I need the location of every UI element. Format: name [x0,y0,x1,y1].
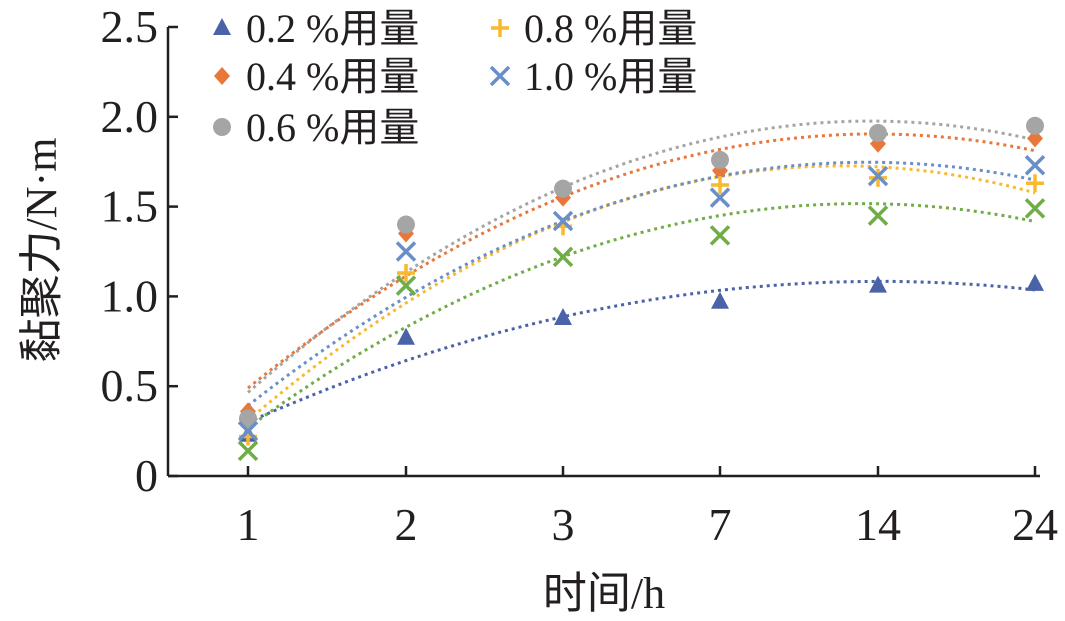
data-point [867,165,889,187]
trendline-2 [247,119,1036,394]
data-point [1024,198,1046,219]
x-tick-label: 2 [395,499,418,550]
x-tick-label: 24 [1012,499,1058,550]
y-tick-label: 1.0 [101,270,159,321]
legend-label: 0.2 %用量 [246,6,419,51]
data-point [552,210,574,232]
y-tick-label: 0 [135,450,158,501]
data-point [711,150,729,169]
legend-label: 0.6 %用量 [246,105,419,150]
y-tick-label: 0.5 [101,360,159,411]
data-point [867,205,889,226]
trendline-0 [247,279,1036,424]
data-point [397,327,415,345]
data-point [711,291,729,309]
data-point [1026,174,1044,193]
y-tick-label: 1.5 [101,181,159,232]
x-tick-label: 1 [237,499,260,550]
x-axis-label: 时间/h [543,569,665,618]
data-point [1027,129,1043,148]
legend-marker [489,65,511,87]
x-tick-label: 7 [709,499,732,550]
data-points [237,116,1046,462]
trendline-4 [247,160,1036,407]
data-point [709,225,731,246]
trendlines [247,119,1036,430]
y-tick-label: 2.0 [101,91,159,142]
y-tick-marks [168,25,1037,478]
y-tick-labels: 0 0.5 1.0 1.5 2.0 2.5 [101,1,159,501]
legend-marker [491,19,509,37]
legend-label: 0.4 %用量 [246,54,419,99]
data-point [237,420,259,442]
trendline-1 [247,132,1036,390]
data-point [709,187,731,208]
trendline-5 [247,202,1036,430]
data-point [554,179,572,198]
legend-marker [213,118,231,136]
x-tick-labels: 1 2 3 7 14 24 [237,499,1059,550]
data-point [1026,116,1044,135]
trendline-3 [247,164,1036,422]
legend-marker [214,67,230,85]
legend-marker [213,18,231,35]
data-point [869,275,887,293]
data-point [397,264,415,283]
data-point [397,215,415,234]
y-tick-label: 2.5 [101,1,159,52]
legend-label: 0.8 %用量 [524,6,697,51]
data-point [711,176,729,195]
legend: 0.2 %用量0.4 %用量 0.6 %用量 0.8 %用量1.0 %用量 [213,6,697,150]
data-point [239,409,257,428]
data-point [1024,155,1046,176]
axes [166,27,1040,478]
data-point [237,440,259,462]
data-point [1026,273,1044,291]
data-point [395,275,417,296]
legend-label: 1.0 %用量 [524,54,697,99]
x-tick-label: 14 [855,499,901,550]
data-point [552,246,574,268]
x-tick-label: 3 [552,499,575,550]
data-point [395,241,417,262]
data-point [869,123,887,142]
y-axis-label: 黏聚力/N·m [17,138,66,363]
data-point [554,307,572,325]
